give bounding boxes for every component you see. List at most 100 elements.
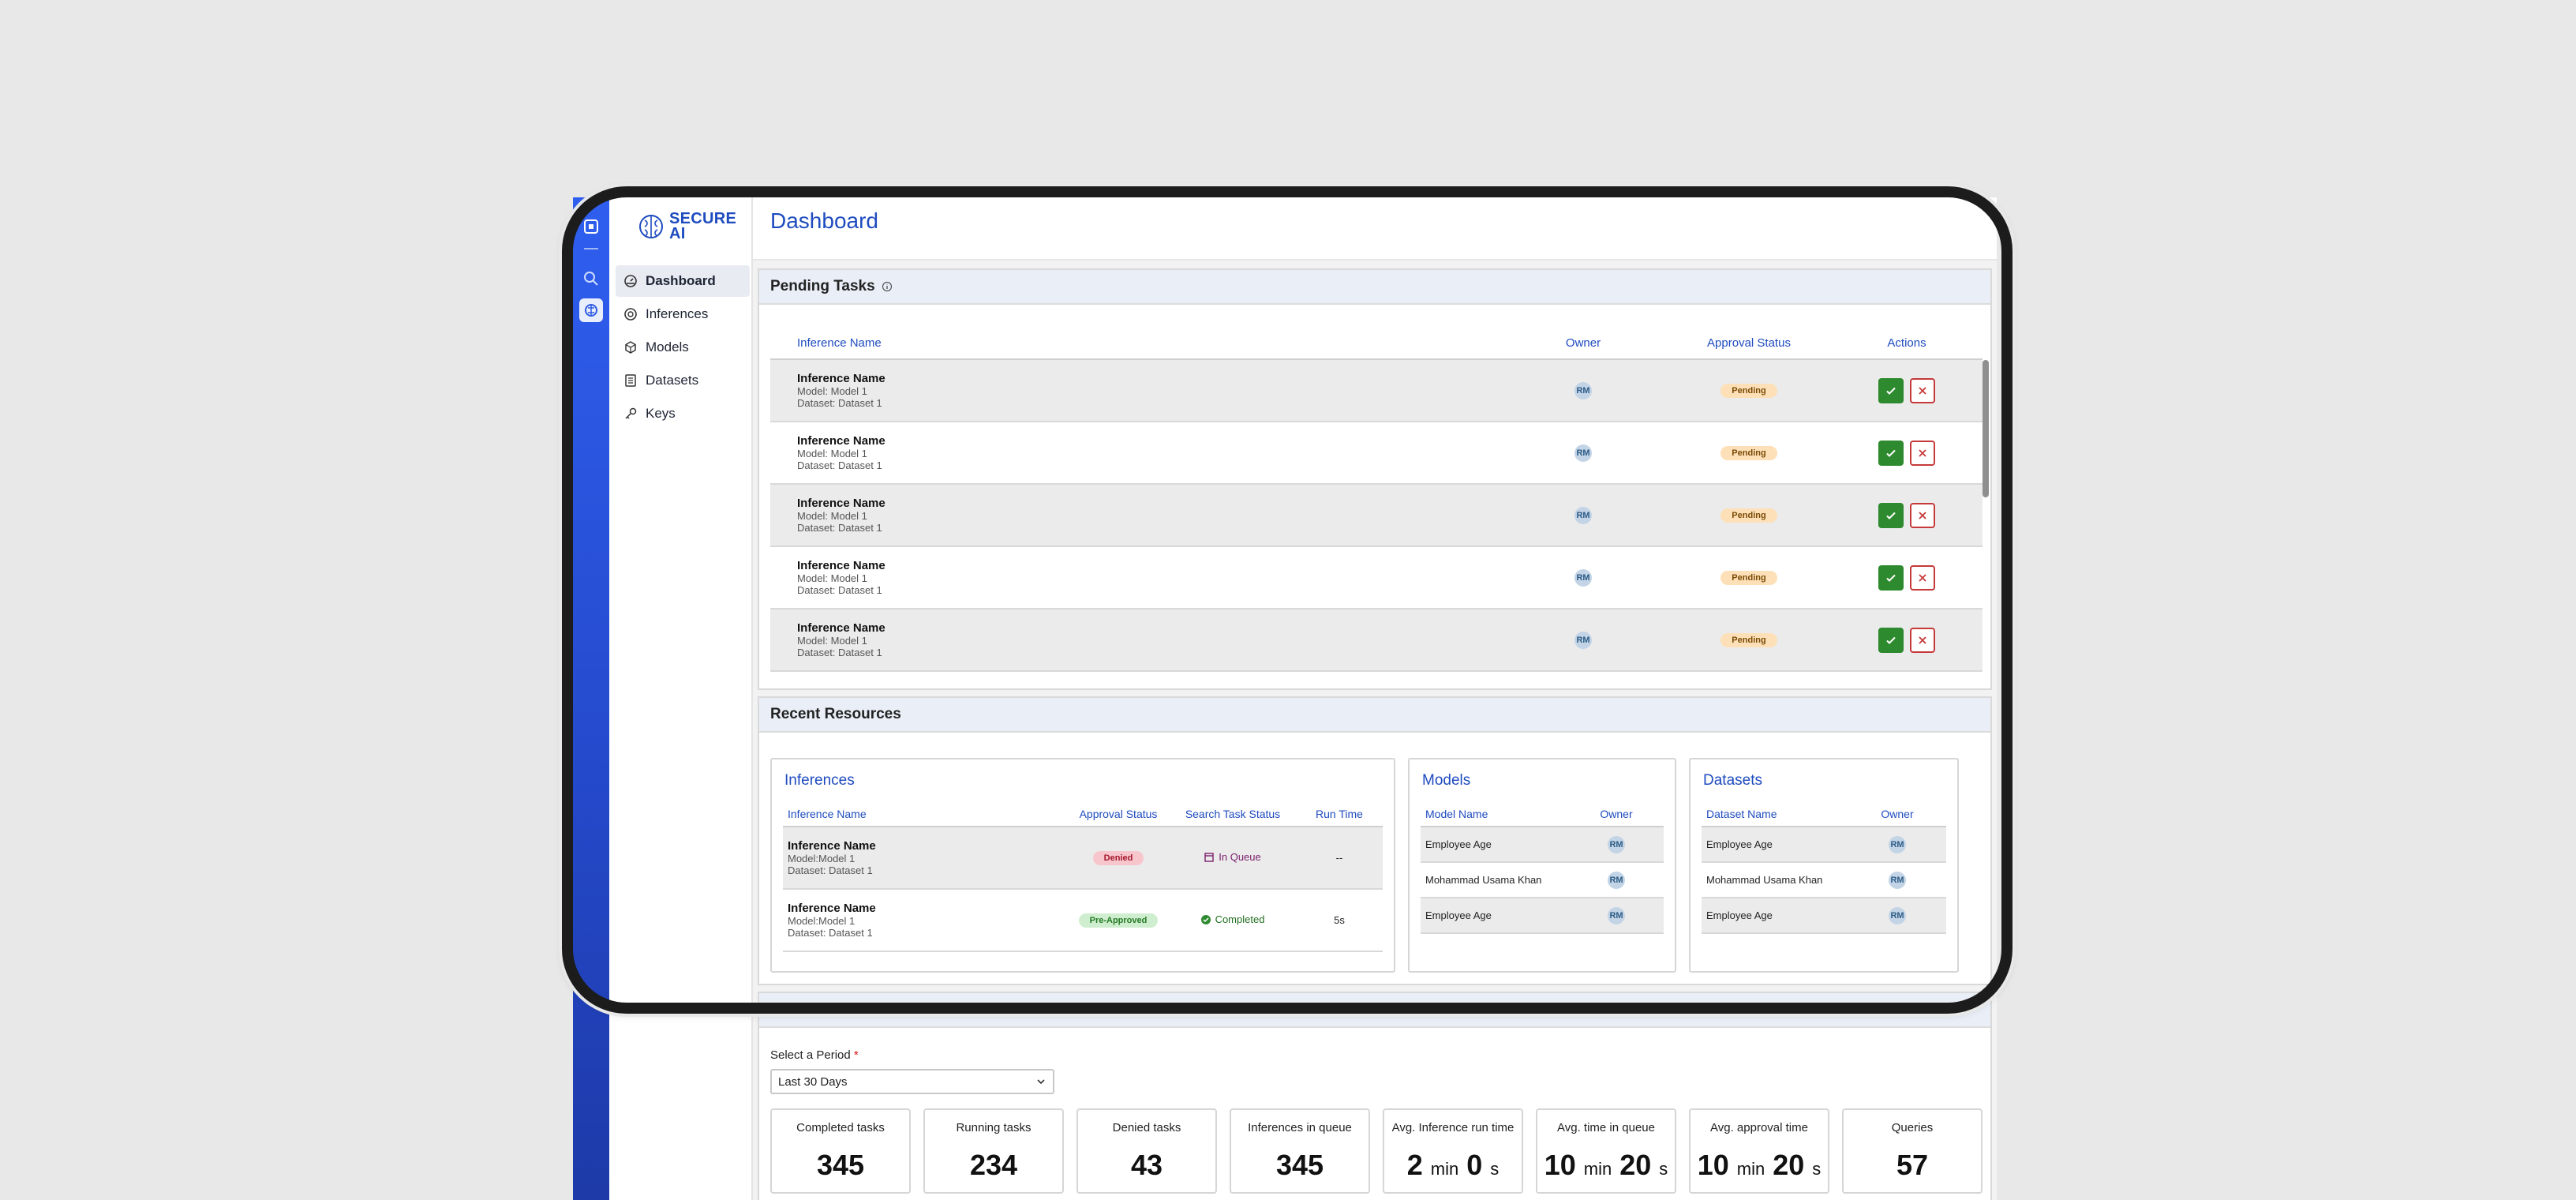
- inference-cell: Inference Name Model: Model 1 Dataset: Dat…: [770, 497, 1559, 534]
- table-row: Employee Age RM: [1421, 898, 1664, 934]
- pending-tasks-table: Inference Name Owner Approval Status Act…: [770, 327, 1983, 672]
- dataset-name[interactable]: Employee Age: [1706, 838, 1773, 850]
- stat-label: Avg. time in queue: [1557, 1121, 1655, 1134]
- owner-cell: RM: [1866, 906, 1929, 924]
- status-badge: Pending: [1720, 632, 1777, 647]
- close-icon: [1919, 573, 1926, 582]
- deny-button[interactable]: [1910, 377, 1935, 403]
- column-header-search-task-status[interactable]: Search Task Status: [1185, 808, 1281, 820]
- deny-button[interactable]: [1910, 502, 1935, 528]
- column-header-approval-status[interactable]: Approval Status: [1707, 336, 1791, 350]
- pending-tasks-panel: Pending Tasks Inference Name Owner Appro…: [758, 268, 1992, 690]
- nav-label: Keys: [646, 406, 676, 421]
- owner-cell: RM: [1559, 568, 1607, 587]
- table-header: Inference Name Approval Status Search Ta…: [783, 802, 1383, 827]
- brain-app-icon[interactable]: [579, 298, 603, 322]
- check-circle-icon: [1200, 914, 1211, 924]
- inference-name[interactable]: Inference Name: [797, 434, 886, 448]
- approve-button[interactable]: [1878, 377, 1904, 403]
- search-status: Completed: [1200, 913, 1265, 926]
- avatar: RM: [1889, 871, 1906, 889]
- inference-name[interactable]: Inference Name: [788, 839, 876, 853]
- column-header-owner[interactable]: Owner: [1565, 336, 1601, 350]
- key-icon: [625, 407, 637, 419]
- deny-button[interactable]: [1910, 627, 1935, 653]
- inference-dataset: Dataset: Dataset 1: [797, 647, 882, 658]
- inference-cell: Inference Name Model:Model 1 Dataset: Data…: [783, 902, 1067, 939]
- avatar: RM: [1608, 871, 1625, 889]
- owner-cell: RM: [1559, 506, 1607, 524]
- deny-button[interactable]: [1910, 564, 1935, 591]
- inference-name[interactable]: Inference Name: [797, 372, 886, 385]
- inferences-card-title: Inferences: [784, 772, 855, 789]
- avatar: RM: [1574, 444, 1592, 462]
- search-status-label: Completed: [1215, 913, 1265, 926]
- check-icon: [1886, 387, 1896, 395]
- approve-button[interactable]: [1878, 502, 1904, 528]
- column-header-approval-status[interactable]: Approval Status: [1079, 808, 1158, 820]
- status-badge: Pending: [1720, 508, 1777, 523]
- search-app-icon[interactable]: [579, 267, 603, 291]
- owner-cell: RM: [1585, 835, 1648, 853]
- dataset-name[interactable]: Employee Age: [1706, 909, 1773, 921]
- nav-menu: Dashboard Inferences Models Datasets Key…: [616, 265, 750, 431]
- approve-button[interactable]: [1878, 627, 1904, 653]
- column-header-owner[interactable]: Owner: [1600, 808, 1633, 820]
- nav-item-inferences[interactable]: Inferences: [616, 298, 750, 330]
- inference-name[interactable]: Inference Name: [788, 902, 876, 915]
- nav-item-models[interactable]: Models: [616, 332, 750, 363]
- model-name[interactable]: Employee Age: [1425, 909, 1492, 921]
- status-badge: Pending: [1720, 570, 1777, 585]
- column-header-inference-name[interactable]: Inference Name: [788, 808, 867, 820]
- deny-button[interactable]: [1910, 440, 1935, 466]
- approve-button[interactable]: [1878, 440, 1904, 466]
- nav-label: Datasets: [646, 373, 699, 388]
- stat-card: Completed tasks 345: [770, 1108, 911, 1194]
- models-card: Models Model Name Owner Employee Age RM Mo…: [1408, 758, 1676, 973]
- owner-cell: RM: [1585, 906, 1648, 924]
- column-header-inference-name[interactable]: Inference Name: [797, 336, 882, 350]
- run-time-cell: --: [1335, 852, 1343, 864]
- dataset-name[interactable]: Mohammad Usama Khan: [1706, 874, 1823, 886]
- search-status-cell: In Queue: [1170, 851, 1296, 864]
- actions-cell: [1844, 564, 1970, 591]
- table-header: Dataset Name Owner: [1702, 802, 1946, 827]
- nav-item-dashboard[interactable]: Dashboard: [616, 265, 750, 297]
- stat-unit: s: [1659, 1159, 1668, 1179]
- approve-button[interactable]: [1878, 564, 1904, 591]
- nav-item-datasets[interactable]: Datasets: [616, 365, 750, 396]
- inference-cell: Inference Name Model:Model 1 Dataset: Data…: [783, 839, 1067, 876]
- nav-item-keys[interactable]: Keys: [616, 398, 750, 429]
- stat-card: Denied tasks 43: [1076, 1108, 1217, 1194]
- stat-number: 0: [1466, 1149, 1483, 1181]
- model-name[interactable]: Employee Age: [1425, 838, 1492, 850]
- inference-name[interactable]: Inference Name: [797, 559, 886, 572]
- inference-cell: Inference Name Model: Model 1 Dataset: Dat…: [770, 372, 1559, 409]
- stat-card: Avg. Inference run time 2 min 0 s: [1383, 1108, 1523, 1194]
- inference-model: Model:Model 1: [788, 915, 856, 927]
- page-title: Dashboard: [770, 208, 878, 233]
- model-name[interactable]: Mohammad Usama Khan: [1425, 874, 1542, 886]
- column-header-owner[interactable]: Owner: [1881, 808, 1914, 820]
- stat-value: 57: [1896, 1149, 1929, 1181]
- inference-model: Model: Model 1: [797, 385, 867, 397]
- stat-unit: s: [1490, 1159, 1500, 1179]
- table-row: Employee Age RM: [1421, 827, 1664, 863]
- status-cell: Pending: [1654, 383, 1844, 398]
- column-header-model-name[interactable]: Model Name: [1425, 808, 1488, 820]
- period-select[interactable]: Last 30 Days: [770, 1069, 1054, 1094]
- brand-logo: SECURE AI: [638, 211, 736, 242]
- owner-cell: RM: [1585, 871, 1648, 889]
- info-icon[interactable]: [882, 281, 893, 292]
- inference-icon: [624, 308, 637, 321]
- scrollbar[interactable]: [1983, 360, 1989, 497]
- inference-name[interactable]: Inference Name: [797, 497, 886, 510]
- inference-name[interactable]: Inference Name: [797, 621, 886, 635]
- column-header-dataset-name[interactable]: Dataset Name: [1706, 808, 1777, 820]
- inferences-card: Inferences Inference Name Approval Statu…: [770, 758, 1395, 973]
- nav-label: Models: [646, 339, 689, 354]
- owner-cell: RM: [1559, 444, 1607, 462]
- column-header-actions: Actions: [1887, 336, 1926, 350]
- column-header-run-time[interactable]: Run Time: [1316, 808, 1363, 820]
- table-row: Inference Name Model: Model 1 Dataset: Dat…: [770, 422, 1983, 485]
